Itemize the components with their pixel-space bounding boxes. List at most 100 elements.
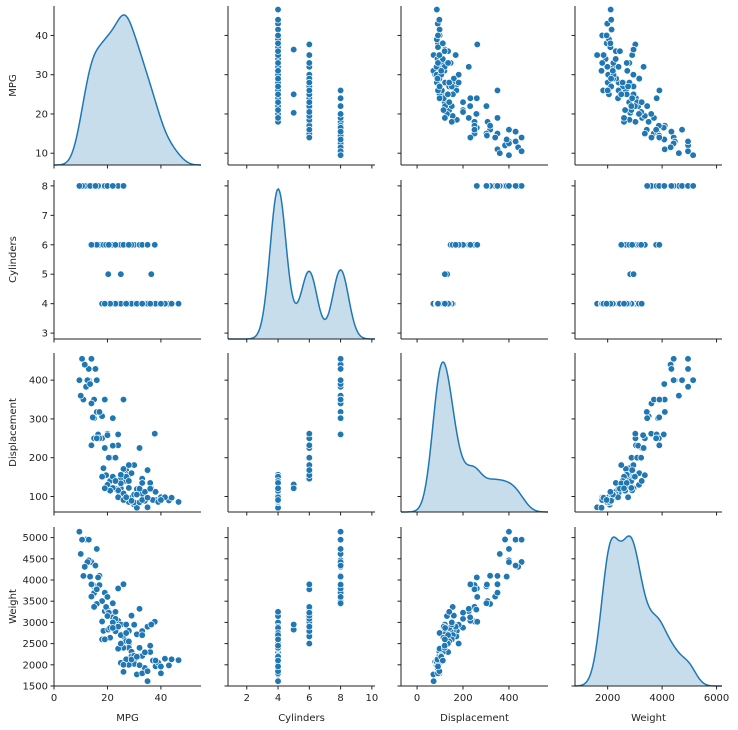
- point-mpg-vs-displacement-48: [459, 108, 467, 116]
- point-displacement-vs-weight-22: [684, 355, 692, 363]
- panel-weight-vs-weight: 2000 4000 6000: [571, 527, 729, 704]
- x-tick-label-weight: 2000: [595, 693, 620, 704]
- point-mpg-vs-weight-7: [675, 149, 683, 157]
- point-displacement-vs-weight-43: [631, 430, 639, 438]
- point-weight-vs-mpg-16: [94, 573, 102, 582]
- point-mpg-vs-cylinders-105: [274, 47, 282, 55]
- point-weight-vs-mpg-23: [75, 528, 84, 536]
- point-weight-vs-cylinders-49: [305, 639, 313, 648]
- y-tick-label-displacement: 400: [29, 376, 48, 387]
- point-displacement-vs-cylinders-43: [305, 430, 313, 438]
- y-tick-label-mpg: 10: [35, 149, 48, 160]
- y-tick-label-mpg: 20: [35, 109, 48, 120]
- point-weight-vs-displacement-47: [449, 603, 457, 611]
- point-mpg-vs-displacement-105: [440, 47, 449, 55]
- kde-area-displacement: [401, 362, 548, 512]
- point-displacement-vs-mpg-23: [75, 376, 84, 384]
- point-cylinders-vs-mpg-108: [157, 300, 165, 308]
- point-mpg-vs-displacement-49: [455, 78, 463, 87]
- point-weight-vs-mpg-56: [157, 669, 165, 677]
- point-weight-vs-mpg-75: [122, 620, 130, 629]
- point-displacement-vs-weight-97: [627, 484, 635, 492]
- point-mpg-vs-weight-58: [607, 16, 615, 24]
- point-displacement-vs-mpg-105: [146, 485, 154, 493]
- point-mpg-vs-cylinders-18: [336, 86, 345, 95]
- point-mpg-vs-displacement-32: [472, 110, 480, 118]
- point-mpg-vs-weight-42: [655, 133, 663, 142]
- point-displacement-vs-mpg-22: [78, 355, 86, 363]
- y-tick-label-weight: 5000: [23, 533, 48, 544]
- point-mpg-vs-cylinders-23: [336, 151, 345, 159]
- point-mpg-vs-displacement-58: [435, 16, 444, 24]
- point-cylinders-vs-mpg-42: [87, 241, 96, 249]
- point-weight-vs-cylinders-14: [336, 593, 345, 601]
- point-mpg-vs-cylinders-102: [274, 39, 282, 47]
- point-mpg-vs-cylinders-42: [305, 133, 313, 142]
- point-displacement-vs-mpg-33: [109, 442, 117, 450]
- point-weight-vs-mpg-14: [103, 593, 112, 601]
- point-displacement-vs-weight-25: [667, 365, 676, 373]
- point-weight-vs-cylinders-103: [274, 608, 282, 616]
- y-tick-label-weight: 2000: [23, 660, 48, 671]
- point-mpg-vs-cylinders-43: [305, 40, 313, 49]
- point-mpg-vs-weight-15: [653, 94, 661, 102]
- point-mpg-vs-cylinders-100: [274, 74, 282, 83]
- point-mpg-vs-displacement-107: [444, 59, 452, 67]
- point-displacement-vs-weight-39: [639, 444, 648, 452]
- point-weight-vs-displacement-109: [441, 635, 449, 644]
- point-weight-vs-displacement-23: [505, 528, 513, 536]
- point-weight-vs-displacement-104: [435, 629, 444, 637]
- x-tick-label-cylinders: 10: [366, 693, 379, 704]
- panel-mpg-vs-displacement: [397, 5, 548, 169]
- point-weight-vs-displacement-11: [511, 535, 520, 544]
- point-mpg-vs-weight-64: [597, 67, 606, 75]
- x-tick-label-cylinders: 6: [306, 693, 312, 704]
- point-mpg-vs-cylinders-21: [336, 135, 345, 144]
- point-weight-vs-displacement-17: [505, 558, 513, 566]
- point-mpg-vs-cylinders-49: [305, 78, 313, 87]
- point-displacement-vs-cylinders-23: [336, 376, 345, 384]
- point-mpg-vs-displacement-30: [466, 94, 475, 102]
- y-tick-label-mpg: 40: [35, 31, 48, 42]
- point-displacement-vs-mpg-43: [151, 430, 159, 438]
- point-cylinders-vs-weight-23: [689, 182, 697, 190]
- point-displacement-vs-cylinders-18: [336, 395, 345, 404]
- point-mpg-vs-displacement-96: [445, 78, 453, 87]
- point-mpg-vs-weight-95: [614, 63, 623, 71]
- point-mpg-vs-cylinders-101: [274, 67, 282, 75]
- point-weight-vs-displacement-12: [486, 572, 494, 580]
- x-tick-label-mpg: 40: [155, 693, 168, 704]
- point-displacement-vs-mpg-21: [86, 380, 94, 388]
- point-weight-vs-cylinders-105: [274, 642, 282, 650]
- point-displacement-vs-weight-50: [628, 466, 636, 474]
- point-weight-vs-mpg-59: [174, 656, 183, 664]
- point-mpg-vs-cylinders-41: [305, 126, 313, 134]
- point-mpg-vs-displacement-12: [486, 122, 494, 130]
- point-mpg-vs-cylinders-53: [290, 45, 298, 54]
- y-tick-label-cylinders: 5: [42, 270, 48, 281]
- point-mpg-vs-cylinders-46: [305, 59, 313, 67]
- point-displacement-vs-mpg-19: [81, 360, 89, 369]
- panel-weight-vs-mpg: 1500 2000 2500 3000 3500 4000 4500 5000 0 20 40: [23, 527, 201, 704]
- point-weight-vs-mpg-96: [125, 637, 133, 646]
- point-weight-vs-mpg-22: [78, 536, 86, 544]
- point-mpg-vs-cylinders-48: [305, 108, 313, 116]
- point-weight-vs-mpg-105: [146, 642, 154, 650]
- point-cylinders-vs-displacement-108: [434, 300, 442, 308]
- point-mpg-vs-displacement-25: [511, 127, 520, 136]
- point-displacement-vs-mpg-79: [98, 473, 106, 481]
- point-mpg-vs-weight-94: [604, 86, 612, 95]
- point-displacement-vs-mpg-40: [119, 465, 128, 473]
- y-axis-label-mpg: MPG: [8, 74, 19, 96]
- panel-displacement-vs-mpg: 100 200 300 400: [29, 353, 201, 516]
- point-cylinders-vs-mpg-43: [151, 241, 159, 249]
- x-tick-label-cylinders: 8: [337, 693, 343, 704]
- point-cylinders-vs-mpg-52: [104, 270, 112, 278]
- panel-cylinders-vs-weight: [571, 180, 722, 343]
- point-displacement-vs-mpg-104: [122, 493, 130, 501]
- point-cylinders-vs-mpg-59: [174, 300, 183, 308]
- point-mpg-vs-weight-25: [667, 127, 676, 136]
- point-displacement-vs-mpg-15: [114, 430, 122, 439]
- point-weight-vs-displacement-97: [441, 624, 449, 632]
- point-mpg-vs-weight-98: [617, 90, 625, 98]
